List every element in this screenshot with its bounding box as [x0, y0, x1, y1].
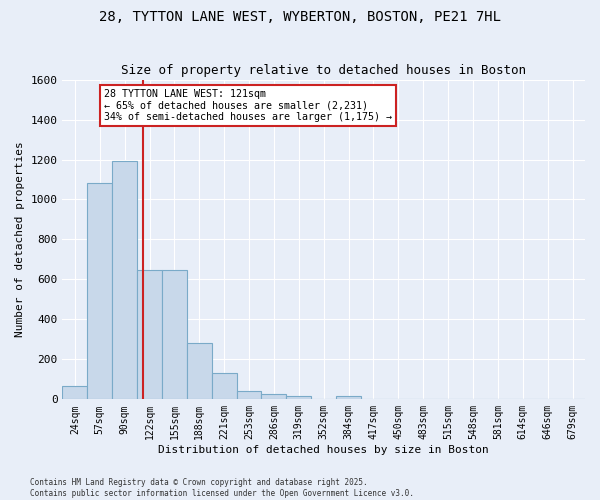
Bar — [88, 184, 112, 400]
Text: 28, TYTTON LANE WEST, WYBERTON, BOSTON, PE21 7HL: 28, TYTTON LANE WEST, WYBERTON, BOSTON, … — [99, 10, 501, 24]
Bar — [112, 162, 137, 400]
Bar — [187, 344, 212, 400]
Bar — [212, 374, 236, 400]
Bar — [236, 392, 262, 400]
Bar — [336, 396, 361, 400]
Text: 28 TYTTON LANE WEST: 121sqm
← 65% of detached houses are smaller (2,231)
34% of : 28 TYTTON LANE WEST: 121sqm ← 65% of det… — [104, 89, 392, 122]
Bar — [286, 396, 311, 400]
Text: Contains HM Land Registry data © Crown copyright and database right 2025.
Contai: Contains HM Land Registry data © Crown c… — [30, 478, 414, 498]
Bar — [62, 386, 88, 400]
Y-axis label: Number of detached properties: Number of detached properties — [15, 142, 25, 338]
Bar — [262, 394, 286, 400]
Bar — [137, 270, 162, 400]
Bar — [162, 270, 187, 400]
X-axis label: Distribution of detached houses by size in Boston: Distribution of detached houses by size … — [158, 445, 489, 455]
Title: Size of property relative to detached houses in Boston: Size of property relative to detached ho… — [121, 64, 526, 77]
